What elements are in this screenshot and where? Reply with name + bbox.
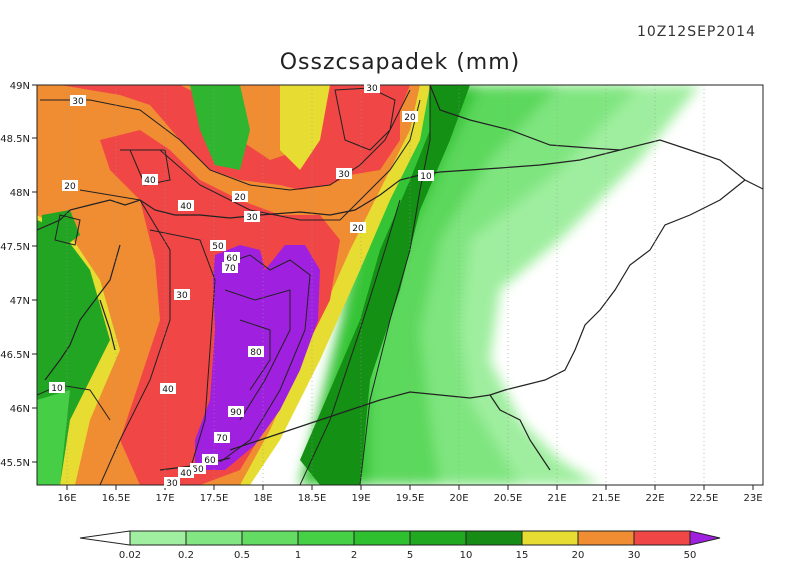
contour-label: 20 [352,224,364,234]
lon-tick-label: 18E [253,493,272,504]
lat-tick-label: 48.5N [0,134,30,145]
contour-label: 70 [224,264,236,274]
contour-label: 40 [144,176,156,186]
contour-label: 30 [366,84,378,94]
colorbar-label: 0.2 [178,550,194,561]
lon-tick-label: 19.5E [396,493,425,504]
colorbar-label: 1 [295,550,301,561]
lon-tick-label: 16E [57,493,76,504]
contour-label: 40 [162,385,174,395]
colorbar-swatch [297,530,355,546]
colorbar-label: 30 [628,550,641,561]
lon-tick-label: 22E [645,493,664,504]
lon-tick-label: 21E [547,493,566,504]
colorbar-swatch [353,530,411,546]
contour-label: 60 [204,456,216,466]
contour-label: 70 [216,434,228,444]
contour-label: 60 [226,254,238,264]
lat-tick-label: 48N [10,188,30,199]
plot-frame [36,84,764,486]
contour-label: 30 [72,97,84,107]
contour-label: 10 [51,384,63,394]
map-title: Osszcsapadek (mm) [279,50,521,75]
lon-tick-label: 22.5E [690,493,719,504]
colorbar-label: 10 [460,550,473,561]
contour-label: 50 [212,242,224,252]
colorbar-swatch [409,530,467,546]
contour-label: 10 [420,172,432,182]
colorbar-label: 0.02 [119,550,141,561]
colorbar: 0.02 0.2 0.5 1 2 5 10 15 20 30 50 [79,530,721,561]
contour-label: 30 [246,213,258,223]
lon-tick-label: 16.5E [102,493,131,504]
colorbar-swatch [633,530,691,546]
lat-tick-label: 45.5N [0,458,30,469]
lat-tick-label: 49N [10,81,30,92]
colorbar-swatch [577,530,635,546]
colorbar-label: 5 [407,550,413,561]
colorbar-swatch [465,530,523,546]
lon-tick-label: 17.5E [200,493,229,504]
contour-label: 40 [180,202,192,212]
contour-label: 50 [192,465,204,475]
lon-tick-label: 20.5E [494,493,523,504]
colorbar-label: 20 [572,550,585,561]
colorbar-high-end [689,530,721,546]
colorbar-label: 50 [684,550,697,561]
contour-label: 20 [234,193,246,203]
colorbar-label: 0.5 [234,550,250,561]
colorbar-label: 15 [516,550,529,561]
axis-ticks: 16E 16.5E 17E 17.5E 18E 18.5E 19E 19.5E 20E 20.5E… [0,81,762,504]
colorbar-swatch [241,530,299,546]
contour-label: 30 [176,291,188,301]
lat-tick-label: 47N [10,296,30,307]
contour-label: 80 [250,348,262,358]
precip-field [37,85,700,485]
lon-tick-label: 17E [155,493,174,504]
contour-label: 30 [338,170,350,180]
lon-tick-label: 18.5E [298,493,327,504]
lat-tick-label: 46N [10,404,30,415]
lon-tick-label: 21.5E [592,493,621,504]
country-borders [37,85,763,471]
colorbar-swatch [185,530,243,546]
timestamp: 10Z12SEP2014 [636,24,756,40]
contour-label: 30 [166,479,178,489]
contour-label: 90 [230,408,242,418]
grid [66,85,705,485]
colorbar-low-end [79,530,131,546]
colorbar-swatch [521,530,579,546]
colorbar-swatch [129,530,187,546]
lat-tick-label: 47.5N [0,242,30,253]
lon-tick-label: 20E [449,493,468,504]
lat-tick-label: 46.5N [0,350,30,361]
lon-tick-label: 19E [351,493,370,504]
colorbar-label: 2 [351,550,357,561]
contour-label: 40 [180,469,192,479]
lon-tick-label: 23E [743,493,762,504]
contour-label: 20 [64,182,76,192]
contour-label: 20 [404,113,416,123]
